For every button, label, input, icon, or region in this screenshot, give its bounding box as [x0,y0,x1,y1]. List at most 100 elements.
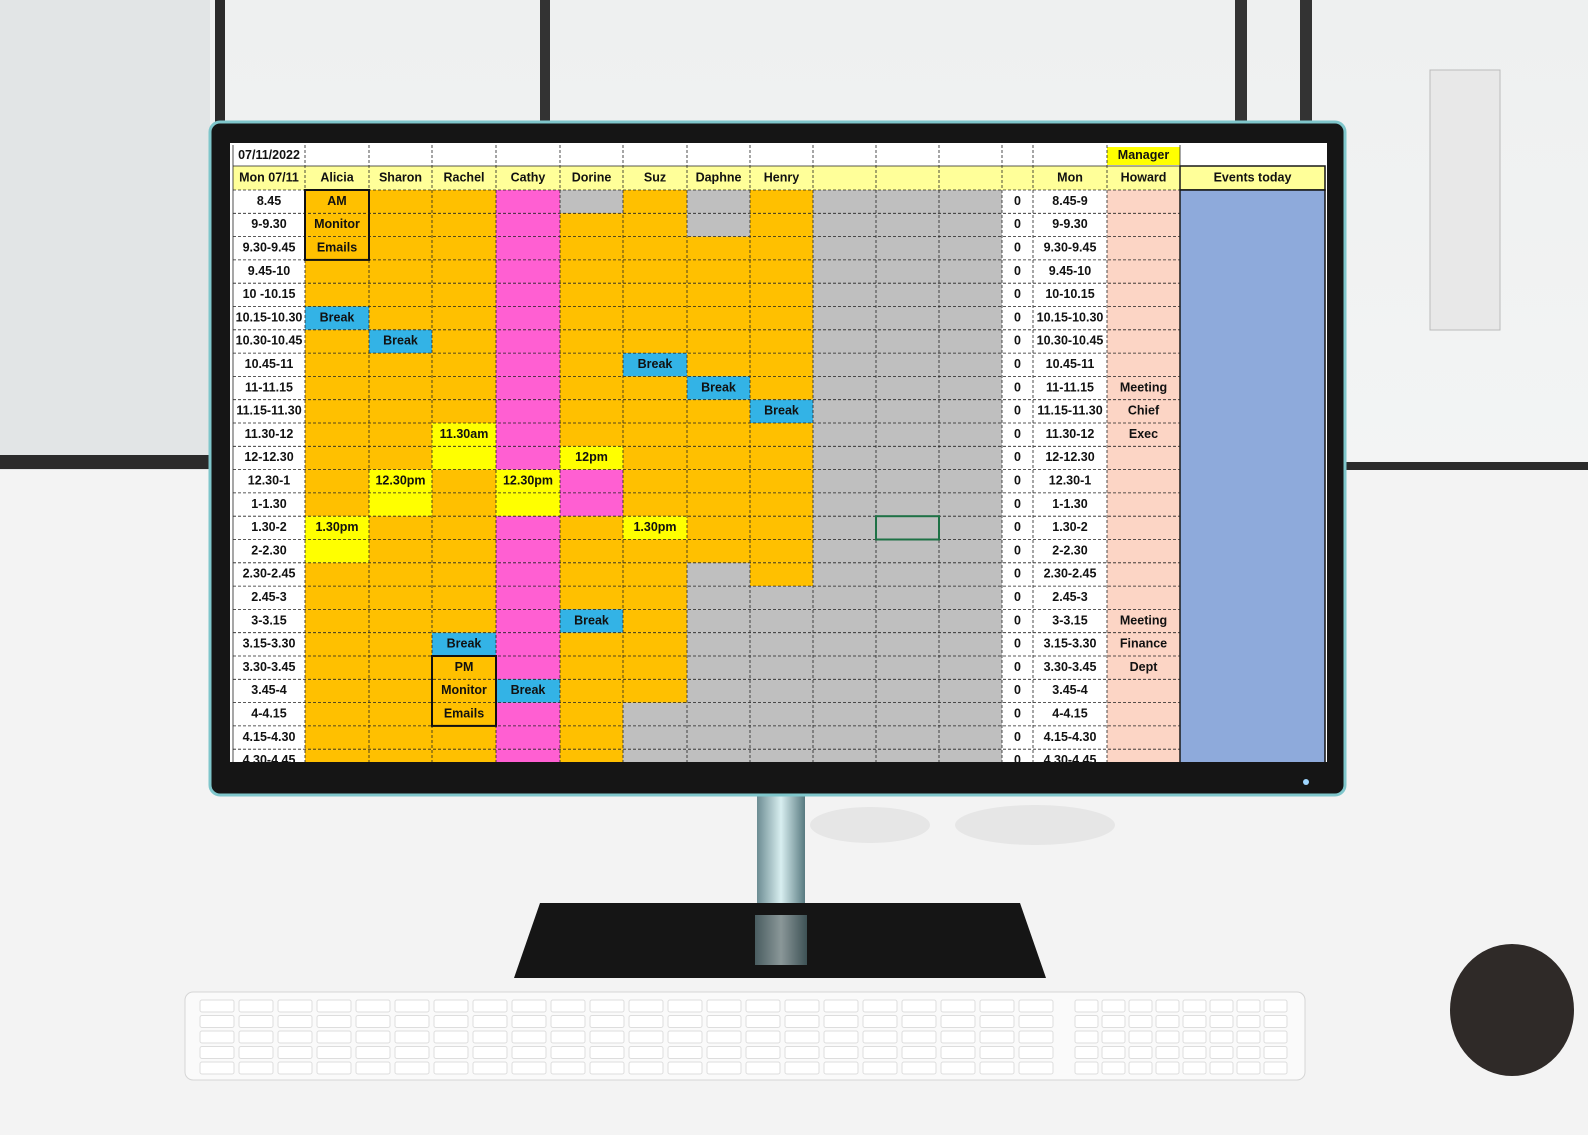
key [277,1046,313,1059]
cell [687,306,750,330]
key [901,999,937,1013]
cell [432,539,496,563]
key [1128,999,1153,1013]
key [589,1015,625,1028]
key [199,1046,235,1059]
cell [369,353,432,377]
time-label: 1-1.30 [251,497,286,511]
cell [305,469,369,493]
cell [623,609,687,633]
key [238,1046,274,1059]
key [862,1046,898,1059]
cell [496,469,560,493]
cell [687,236,750,260]
cell [560,632,623,656]
cell [305,190,369,214]
cell [623,656,687,680]
key [1128,1030,1153,1044]
cell [369,469,432,493]
time-label: 9-9.30 [251,217,286,231]
key [1236,1046,1261,1059]
header-staff: Alicia [320,170,354,184]
time-label: 12-12.30 [1045,450,1094,464]
cell-block [1107,190,1180,762]
manager-note: Dept [1130,660,1159,674]
cell [369,213,432,237]
cell-text: 1.30pm [633,520,676,534]
cell [623,492,687,517]
key [1101,1061,1126,1075]
key [316,1046,352,1059]
cell [687,749,750,762]
cell [623,376,687,400]
cell [432,586,496,610]
cell [687,702,750,726]
cell [305,539,369,563]
key [238,1015,274,1028]
cell [369,329,432,354]
header-staff: Suz [644,170,666,184]
key [511,999,547,1013]
key [394,1046,430,1059]
key [1209,1015,1234,1028]
cell [305,329,369,354]
cell [687,423,750,447]
cell-text: Monitor [441,683,487,697]
neck-reflection [755,915,807,965]
cell [305,609,369,633]
key [394,1015,430,1028]
key [667,1030,703,1044]
cell [496,702,560,726]
key [862,999,898,1013]
cell [496,236,560,260]
time-label: 11.30-12 [1046,427,1095,441]
cell [750,632,813,656]
cell [623,446,687,470]
key [1209,1030,1234,1044]
cell [432,446,496,470]
cell [305,259,369,284]
count: 0 [1014,241,1021,255]
time-label: 2-2.30 [1052,543,1087,557]
key [277,999,313,1013]
count: 0 [1014,497,1021,511]
cell [305,236,369,260]
cell [369,190,432,214]
cell [750,213,813,237]
key [667,1061,703,1075]
key [550,999,586,1013]
cell [623,562,687,587]
key [589,999,625,1013]
count: 0 [1014,194,1021,208]
key [1263,1015,1288,1028]
cell [750,492,813,517]
count: 0 [1014,310,1021,324]
key [472,1030,508,1044]
cell [305,492,369,517]
cell [305,632,369,656]
header-staff: Cathy [511,170,546,184]
cell [305,586,369,610]
cell [560,656,623,680]
key [1101,1015,1126,1028]
manager-note: Exec [1129,427,1158,441]
cell [496,609,560,633]
cell [623,306,687,330]
selected-cell [875,515,940,541]
cell-text: Break [447,637,482,651]
cell [687,259,750,284]
cell [496,423,560,447]
cell [560,376,623,400]
key [1155,1061,1180,1075]
cell [496,190,560,214]
cell [750,562,813,587]
cell [750,679,813,703]
key [1155,1030,1180,1044]
key [433,1015,469,1028]
header-day: Mon [1057,170,1083,184]
time-label: 2.45-3 [251,590,286,604]
cell [305,283,369,307]
cell [560,213,623,237]
spreadsheet: 07/11/2022 Manager Mon 07/11 Alicia Sharon Ra… [232,145,1326,762]
count: 0 [1014,474,1021,488]
